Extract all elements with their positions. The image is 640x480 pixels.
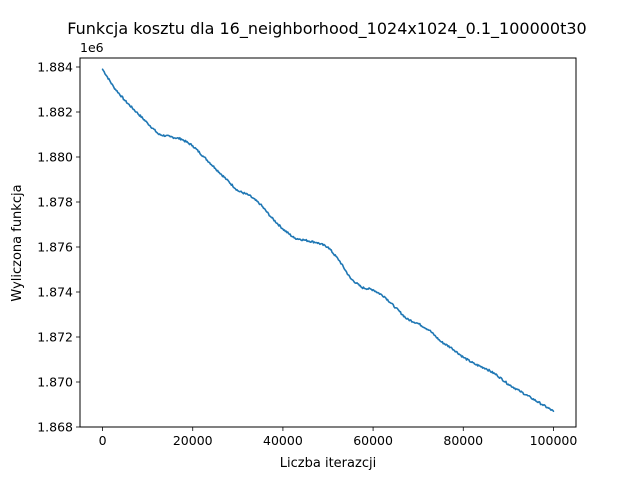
- x-axis-ticks: 0 20000 40000 60000 80000 100000: [99, 427, 578, 448]
- y-tick-label: 1.868: [37, 420, 73, 435]
- y-tick-label: 1.870: [37, 375, 73, 390]
- x-tick-label: 60000: [353, 433, 393, 448]
- x-axis-label: Liczba iterazcji: [280, 456, 376, 471]
- plot-frame: [79, 57, 577, 428]
- y-axis-ticks: 1.868 1.870 1.872 1.874 1.876 1.878 1.880 1.882…: [37, 60, 80, 435]
- y-tick-label: 1.880: [37, 150, 73, 165]
- x-tick-label: 0: [99, 433, 107, 448]
- x-tick-label: 40000: [263, 433, 303, 448]
- y-tick-label: 1.878: [37, 195, 73, 210]
- cost-series-line: [101, 68, 555, 413]
- x-tick-label: 20000: [173, 433, 213, 448]
- x-tick-label: 100000: [530, 433, 578, 448]
- y-tick-label: 1.872: [37, 330, 73, 345]
- x-tick-label: 80000: [443, 433, 483, 448]
- y-axis-label: Wyliczona funkcja: [10, 184, 25, 301]
- y-tick-label: 1.874: [37, 285, 73, 300]
- y-tick-label: 1.882: [37, 105, 73, 120]
- chart-title: Funkcja kosztu dla 16_neighborhood_1024x…: [67, 19, 586, 39]
- y-tick-label: 1.884: [37, 60, 73, 75]
- y-tick-label: 1.876: [37, 240, 73, 255]
- y-offset-label: 1e6: [80, 40, 104, 55]
